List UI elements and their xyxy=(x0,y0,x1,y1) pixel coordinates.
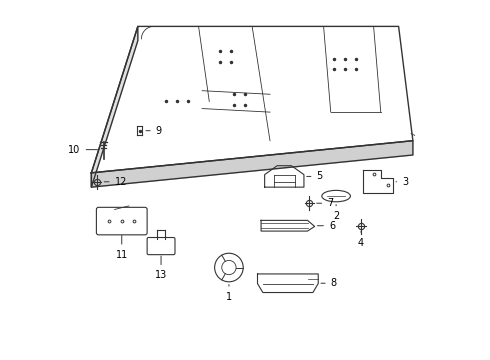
Text: 6: 6 xyxy=(318,221,335,231)
Text: 2: 2 xyxy=(333,204,339,221)
Polygon shape xyxy=(92,26,138,187)
Text: 8: 8 xyxy=(321,278,337,288)
Text: 1: 1 xyxy=(226,285,232,302)
Text: 12: 12 xyxy=(104,177,127,187)
Polygon shape xyxy=(92,141,413,187)
Text: 13: 13 xyxy=(155,256,167,280)
Text: 9: 9 xyxy=(146,126,162,136)
Text: 7: 7 xyxy=(317,198,333,208)
Text: 4: 4 xyxy=(358,231,364,248)
Text: 5: 5 xyxy=(307,171,323,181)
Text: 10: 10 xyxy=(69,145,98,155)
Text: 3: 3 xyxy=(396,177,408,187)
Text: 11: 11 xyxy=(116,235,128,260)
